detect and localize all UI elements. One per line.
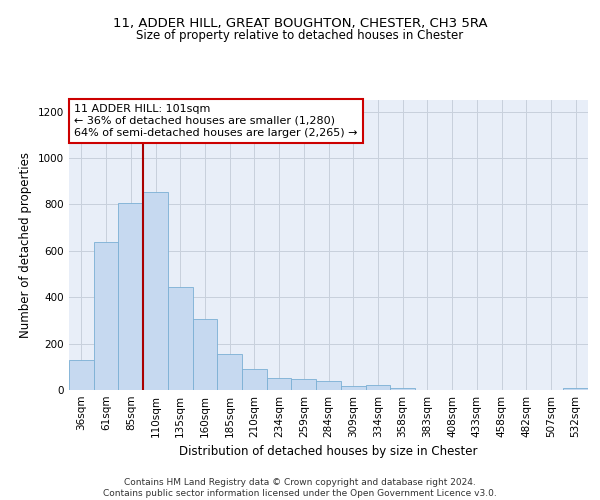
- Bar: [292, 379, 316, 390]
- Bar: [94, 242, 118, 390]
- Bar: [193, 319, 217, 390]
- Bar: [118, 203, 143, 390]
- Bar: [316, 381, 341, 390]
- Text: 11, ADDER HILL, GREAT BOUGHTON, CHESTER, CH3 5RA: 11, ADDER HILL, GREAT BOUGHTON, CHESTER,…: [113, 18, 487, 30]
- Bar: [390, 388, 415, 390]
- Text: Size of property relative to detached houses in Chester: Size of property relative to detached ho…: [136, 29, 464, 42]
- Bar: [365, 385, 390, 390]
- Bar: [168, 287, 193, 390]
- Bar: [242, 368, 267, 390]
- Y-axis label: Number of detached properties: Number of detached properties: [19, 152, 32, 338]
- Text: 11 ADDER HILL: 101sqm
← 36% of detached houses are smaller (1,280)
64% of semi-d: 11 ADDER HILL: 101sqm ← 36% of detached …: [74, 104, 358, 138]
- Bar: [217, 354, 242, 390]
- Text: Contains HM Land Registry data © Crown copyright and database right 2024.
Contai: Contains HM Land Registry data © Crown c…: [103, 478, 497, 498]
- X-axis label: Distribution of detached houses by size in Chester: Distribution of detached houses by size …: [179, 446, 478, 458]
- Bar: [267, 378, 292, 390]
- Bar: [341, 386, 365, 390]
- Bar: [143, 192, 168, 390]
- Bar: [69, 360, 94, 390]
- Bar: [563, 388, 588, 390]
